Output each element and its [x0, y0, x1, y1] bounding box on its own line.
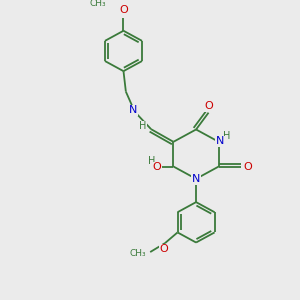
Text: O: O — [243, 161, 252, 172]
Text: H: H — [224, 131, 231, 141]
Text: O: O — [119, 5, 128, 15]
Text: H: H — [148, 157, 156, 166]
Text: O: O — [205, 101, 214, 112]
Text: N: N — [216, 136, 224, 146]
Text: N: N — [192, 174, 200, 184]
Text: CH₃: CH₃ — [130, 249, 147, 258]
Text: O: O — [159, 244, 168, 254]
Text: O: O — [153, 162, 161, 172]
Text: N: N — [129, 105, 137, 116]
Text: CH₃: CH₃ — [89, 0, 106, 8]
Text: H: H — [139, 122, 146, 131]
